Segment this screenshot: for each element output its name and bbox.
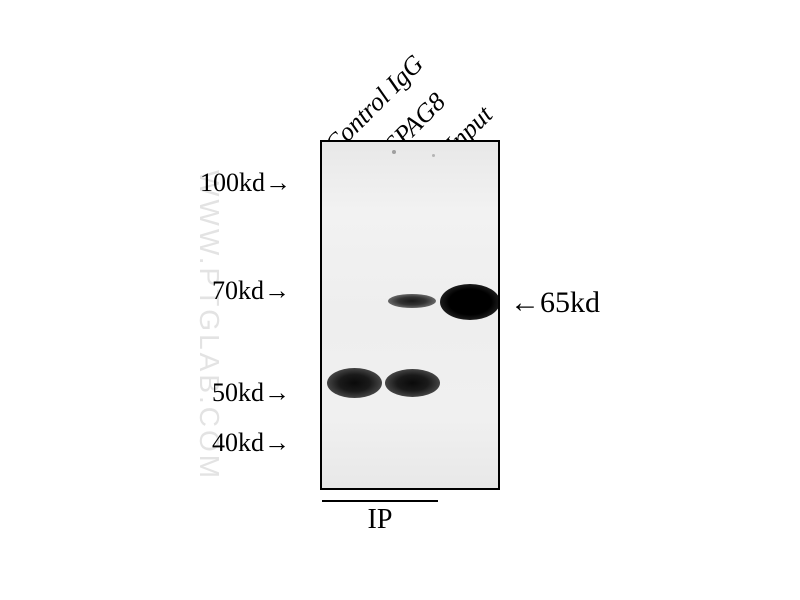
marker-50kd: 50kd→ — [200, 378, 290, 408]
band-control-igg-50kd — [327, 368, 382, 398]
arrow-left-icon: ← — [510, 286, 540, 319]
band-spag8-65kd — [388, 294, 436, 308]
target-65kd: ←65kd — [510, 286, 600, 320]
marker-40kd: 40kd→ — [200, 428, 290, 458]
blot-noise-spot — [392, 150, 396, 154]
arrow-right-icon: → — [264, 276, 290, 305]
western-blot-frame — [320, 140, 500, 490]
ip-bracket-label: IP — [322, 504, 438, 536]
band-input-65kd — [440, 284, 500, 320]
blot-noise-spot — [432, 154, 435, 157]
band-spag8-50kd — [385, 369, 440, 397]
marker-70kd: 70kd→ — [200, 276, 290, 306]
marker-70kd-text: 70kd — [212, 276, 264, 305]
arrow-right-icon: → — [264, 378, 290, 407]
marker-100kd: 100kd→ — [200, 168, 290, 198]
arrow-right-icon: → — [265, 168, 291, 197]
figure-container: WWW.PTGLAB.COM Control IgG SPAG8 Input 1… — [80, 40, 720, 560]
ip-bracket-bar — [322, 500, 438, 502]
marker-100kd-text: 100kd — [200, 168, 265, 197]
marker-40kd-text: 40kd — [212, 428, 264, 457]
marker-50kd-text: 50kd — [212, 378, 264, 407]
arrow-right-icon: → — [264, 428, 290, 457]
target-65kd-text: 65kd — [540, 286, 600, 319]
